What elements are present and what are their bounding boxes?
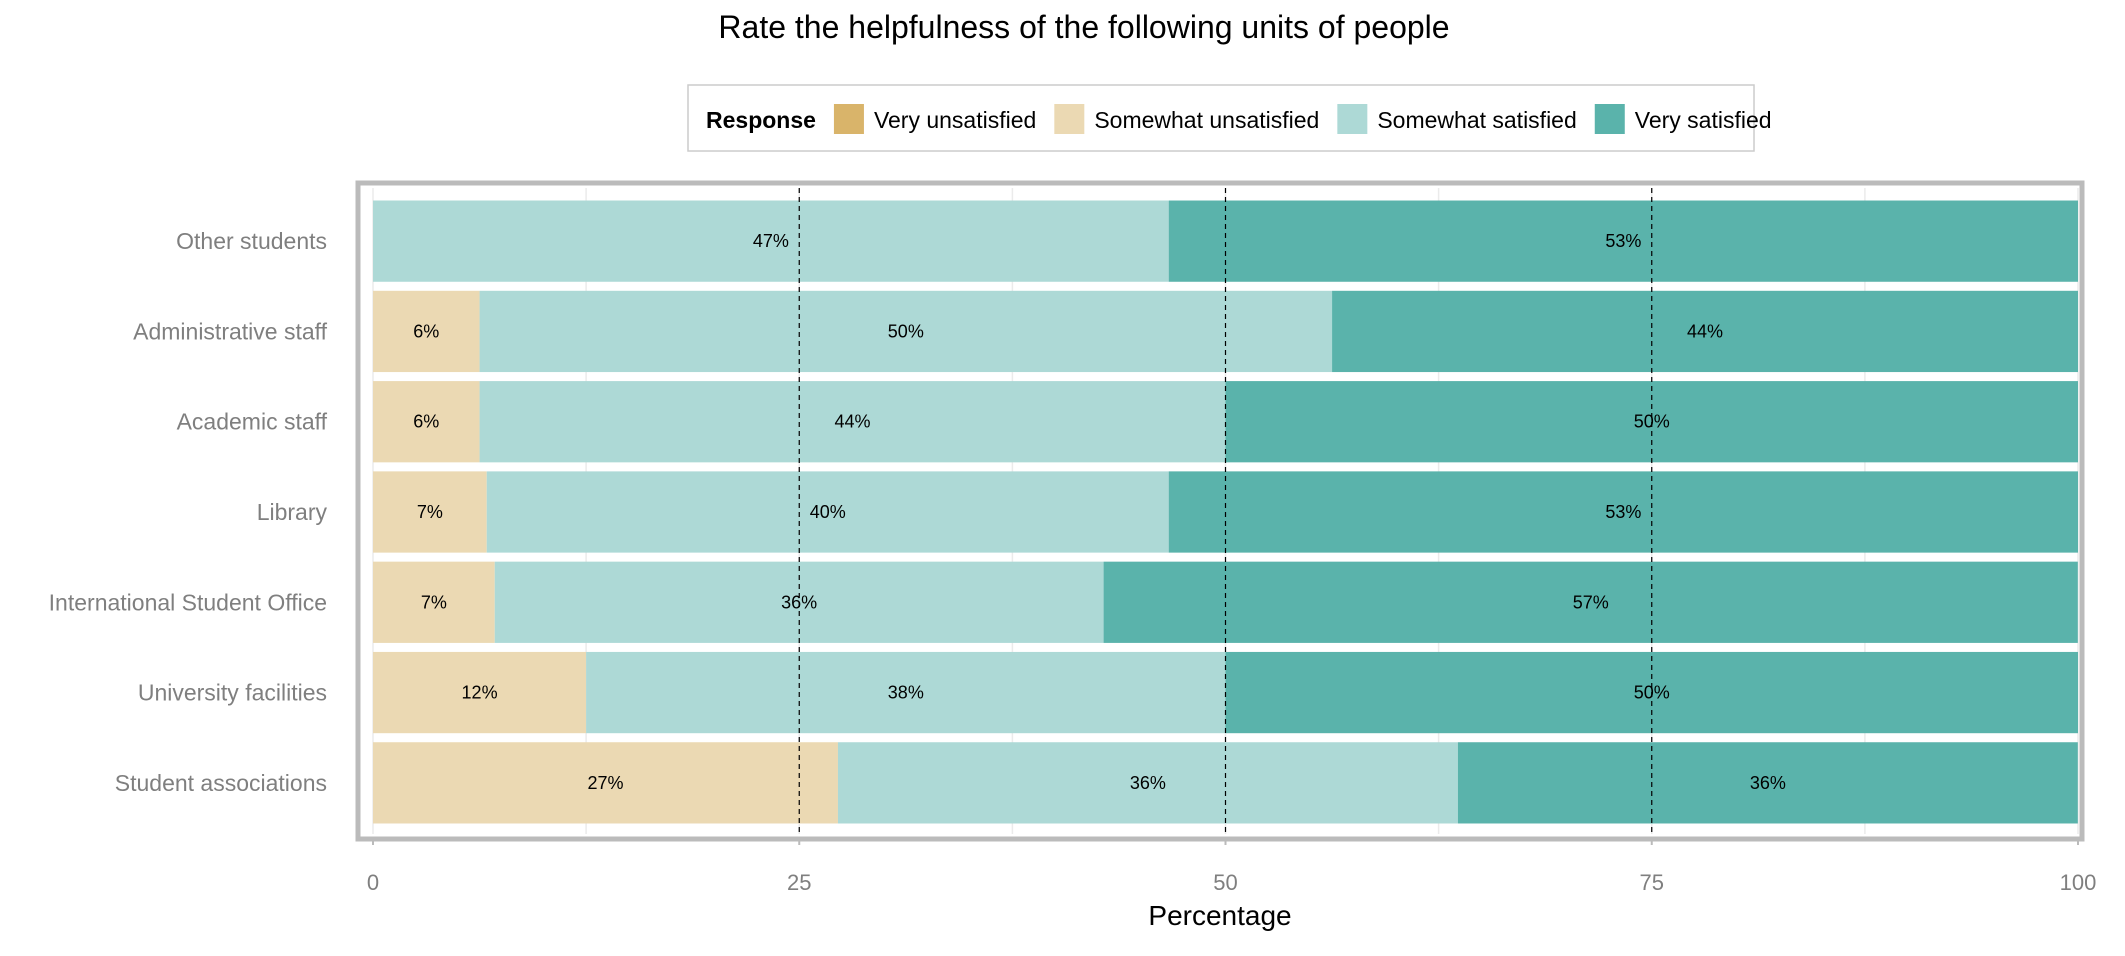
category-label: International Student Office [49,589,327,615]
data-label: 36% [1750,773,1786,793]
bar-segment [1332,290,2078,373]
category-label: University facilities [138,680,327,706]
bar-segment [373,561,495,643]
data-label: 6% [413,321,439,341]
legend-title: Response [706,107,816,133]
category-label: Other students [176,228,327,254]
bar-segment [486,471,1169,553]
category-label: Student associations [115,770,327,796]
category-label: Administrative staff [133,318,327,344]
data-label: 27% [587,773,623,793]
category-axis-labels: Other students Administrative staff Academ… [49,228,328,796]
data-label: 36% [781,592,817,612]
category-label: Library [257,499,328,525]
bar-segment [1168,200,2078,282]
bar-segment [1457,742,2078,824]
legend-swatch [1054,104,1085,134]
bar-segment [837,742,1458,824]
plot-panel: 47% 53% 6% 50% 44% 6% 44% 50% 7% 40% 53% 7% 36% 57% 12… [355,180,2085,842]
bar-segment [479,381,1226,463]
legend-label: Somewhat unsatisfied [1094,107,1319,133]
data-label: 44% [1687,321,1723,341]
data-label: 44% [835,412,871,432]
bar-segment [373,742,838,824]
x-axis-tick-labels: 0 25 50 75 100 [367,839,2096,895]
data-label: 38% [888,683,924,703]
x-axis-title: Percentage [1148,900,1291,931]
data-label: 57% [1573,592,1609,612]
bar-segment [586,651,1226,734]
bar-segment [373,381,480,463]
bar-segment [1168,471,2078,553]
bar-segment [373,651,587,734]
data-label: 50% [1634,412,1670,432]
data-label: 53% [1605,231,1641,251]
legend-swatch [833,104,864,134]
legend-label: Somewhat satisfied [1377,107,1576,133]
data-label: 36% [1130,773,1166,793]
legend-label: Very unsatisfied [874,107,1036,133]
bar-segment [373,471,487,553]
legend-items: Very unsatisfied Somewhat unsatisfied Some… [833,104,1772,134]
data-label: 7% [421,592,447,612]
bars [373,200,2078,824]
x-tick-label: 100 [2060,870,2097,895]
legend-box [687,84,1755,152]
data-label: 40% [810,502,846,522]
data-label: 7% [417,502,443,522]
chart-title: Rate the helpfulness of the following un… [718,9,1449,45]
bar-segment [1225,381,2078,463]
legend: Response Very unsatisfied Somewhat unsati… [687,84,1772,152]
legend-swatch [1337,104,1368,134]
bar-segment [373,200,1169,282]
x-tick-label: 50 [1213,870,1237,895]
data-label: 50% [888,321,924,341]
data-label: 6% [413,412,439,432]
bar-segment [373,290,480,373]
legend-swatch [1594,104,1625,134]
category-label: Academic staff [177,409,328,435]
x-tick-label: 0 [367,870,379,895]
x-tick-label: 75 [1640,870,1664,895]
data-labels: 47% 53% 6% 50% 44% 6% 44% 50% 7% 40% 53% 7% 36% 57% 12… [413,231,1786,793]
bar-segment [479,290,1333,373]
legend-label: Very satisfied [1635,107,1772,133]
data-label: 12% [462,683,498,703]
bar-segment [1103,561,2078,643]
panel-border [355,180,2085,842]
data-label: 50% [1634,683,1670,703]
data-label: 53% [1605,502,1641,522]
x-tick-label: 25 [787,870,811,895]
data-label: 47% [753,231,789,251]
